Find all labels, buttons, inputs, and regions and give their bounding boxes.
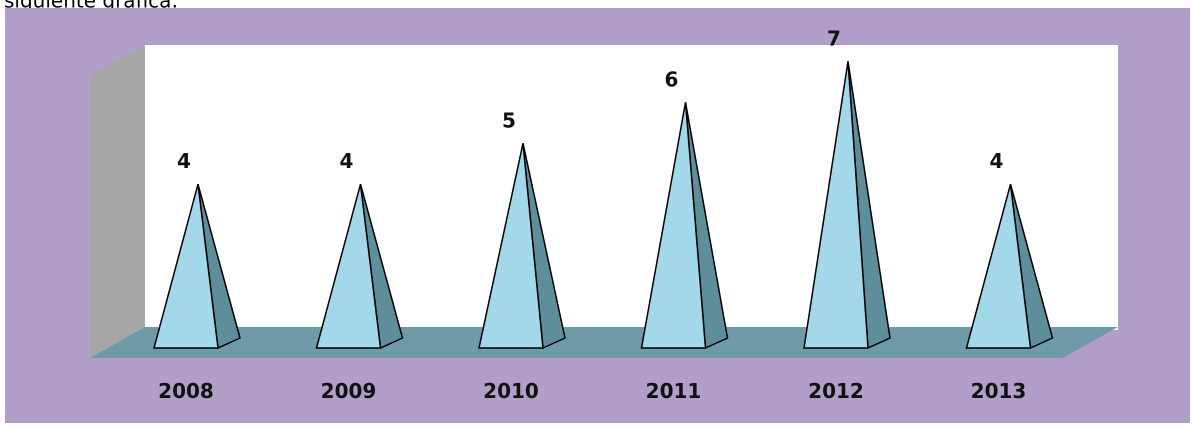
- back-wall: [145, 45, 1118, 330]
- pyramid-front: [803, 61, 869, 349]
- x-tick-label: 2009: [321, 379, 377, 403]
- pyramid-front: [965, 184, 1032, 349]
- pyramid-front: [640, 102, 707, 349]
- pyramid-front: [315, 184, 382, 349]
- side-wall: [90, 45, 145, 358]
- value-label: 4: [177, 149, 191, 173]
- floor: [90, 327, 1118, 358]
- value-label: 5: [502, 108, 516, 132]
- x-tick-label: 2013: [971, 379, 1027, 403]
- pyramid-front: [153, 184, 219, 349]
- x-tick-label: 2008: [158, 379, 214, 403]
- value-label: 4: [990, 149, 1004, 173]
- x-tick-label: 2010: [483, 379, 539, 403]
- value-label: 7: [827, 26, 841, 50]
- pyramid-front: [478, 143, 544, 349]
- x-tick-label: 2011: [646, 379, 702, 403]
- x-tick-label: 2012: [808, 379, 864, 403]
- value-label: 6: [665, 67, 679, 91]
- value-label: 4: [340, 149, 354, 173]
